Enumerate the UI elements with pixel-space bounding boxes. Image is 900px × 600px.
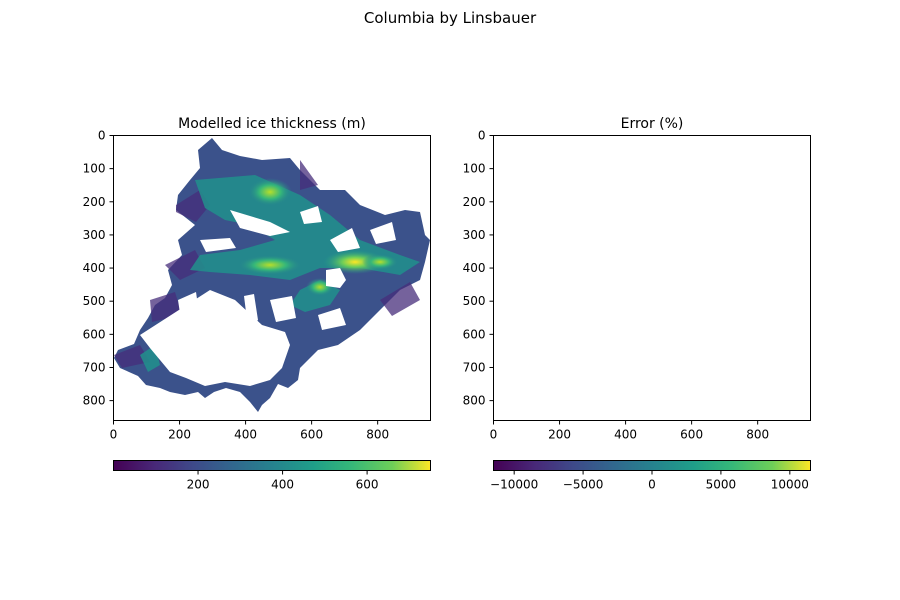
error-axes-frame — [493, 135, 811, 421]
thickness-map — [114, 138, 430, 412]
error-colorbar-ticks: −10000 −5000 0 5000 10000 — [490, 470, 809, 492]
ice-free-areas — [140, 206, 396, 386]
x-tick-label: 400 — [234, 428, 257, 442]
y-tick-label: 300 — [463, 228, 486, 242]
y-tick-label: 100 — [83, 162, 106, 176]
thickness-y-ticks: 0 100 200 300 400 500 600 700 800 — [83, 129, 114, 408]
colorbar-tick-label: −5000 — [563, 478, 604, 492]
error-y-ticks: 0 100 200 300 400 500 600 700 800 — [463, 129, 494, 408]
error-panel: Error (%) 0 200 400 600 800 0 100 200 300 400 500… — [463, 116, 811, 492]
hotspot-4 — [362, 254, 398, 270]
x-tick-label: 800 — [746, 428, 769, 442]
x-tick-label: 0 — [110, 428, 118, 442]
thickness-x-ticks: 0 200 400 600 800 — [110, 420, 389, 442]
y-tick-label: 600 — [83, 327, 106, 341]
y-tick-label: 0 — [478, 129, 486, 143]
x-tick-label: 200 — [168, 428, 191, 442]
colorbar-tick-label: 10000 — [771, 478, 809, 492]
colorbar-tick-label: 400 — [271, 478, 294, 492]
figure-title: Columbia by Linsbauer — [363, 9, 537, 27]
y-tick-label: 400 — [463, 261, 486, 275]
error-colorbar — [493, 460, 811, 471]
colorbar-tick-label: 200 — [187, 478, 210, 492]
y-tick-label: 0 — [98, 129, 106, 143]
thickness-panel: Modelled ice thickness (m) 0 200 400 600 800… — [83, 116, 431, 492]
y-tick-label: 700 — [463, 360, 486, 374]
x-tick-label: 800 — [366, 428, 389, 442]
thickness-colorbar — [113, 460, 431, 471]
y-tick-label: 500 — [463, 294, 486, 308]
error-title: Error (%) — [621, 116, 684, 132]
thickness-title: Modelled ice thickness (m) — [178, 116, 366, 132]
hotspot-2 — [238, 255, 302, 275]
thickness-colorbar-ticks: 200 400 600 — [187, 470, 379, 492]
hotspot-1 — [248, 178, 292, 206]
thickness-axes-frame — [113, 135, 431, 421]
x-tick-label: 600 — [300, 428, 323, 442]
y-tick-label: 200 — [463, 195, 486, 209]
x-tick-label: 200 — [548, 428, 571, 442]
glacier-fringe — [114, 160, 420, 368]
y-tick-label: 200 — [83, 195, 106, 209]
y-tick-label: 400 — [83, 261, 106, 275]
colorbar-tick-label: −10000 — [490, 478, 538, 492]
y-tick-label: 100 — [463, 162, 486, 176]
y-tick-label: 800 — [83, 394, 106, 408]
colorbar-tick-label: 600 — [356, 478, 379, 492]
y-tick-label: 800 — [463, 394, 486, 408]
y-tick-label: 500 — [83, 294, 106, 308]
error-x-ticks: 0 200 400 600 800 — [490, 420, 769, 442]
x-tick-label: 400 — [614, 428, 637, 442]
y-tick-label: 700 — [83, 360, 106, 374]
x-tick-label: 600 — [680, 428, 703, 442]
x-tick-label: 0 — [490, 428, 498, 442]
y-tick-label: 300 — [83, 228, 106, 242]
colorbar-tick-label: 0 — [648, 478, 656, 492]
y-tick-label: 600 — [463, 327, 486, 341]
colorbar-tick-label: 5000 — [706, 478, 737, 492]
